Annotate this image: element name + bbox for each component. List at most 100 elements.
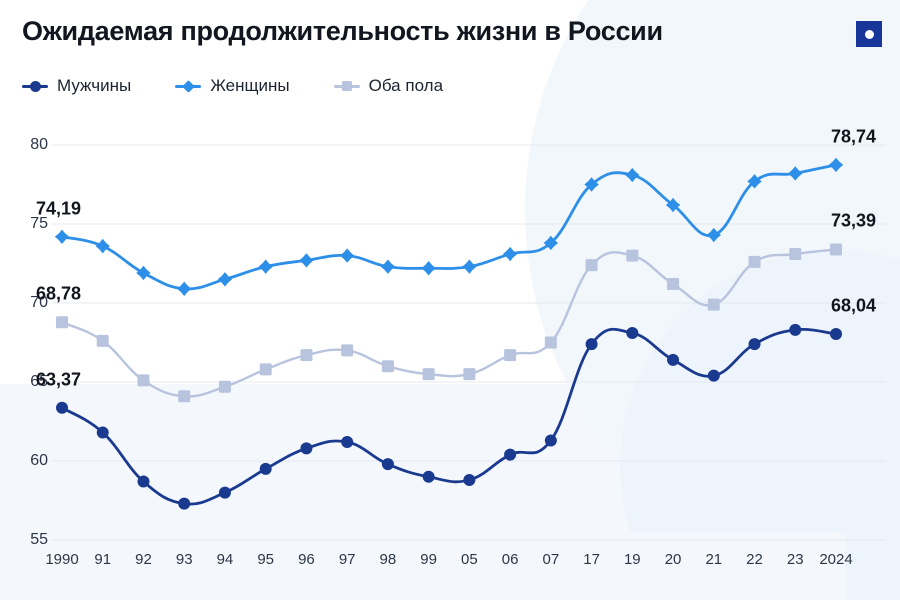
data-point[interactable]	[339, 248, 355, 263]
y-axis-tick-label: 55	[30, 531, 48, 548]
data-point[interactable]	[422, 368, 435, 381]
x-axis-tick-label: 07	[542, 551, 560, 568]
x-axis-tick-label: 97	[338, 551, 356, 568]
data-point[interactable]	[544, 336, 557, 349]
y-axis-tick-label: 65	[30, 373, 48, 390]
data-point[interactable]	[95, 238, 110, 254]
square-dot-logo-icon	[856, 21, 882, 47]
data-point[interactable]	[381, 360, 394, 373]
x-axis-tick-label: 21	[705, 551, 723, 568]
data-point[interactable]	[707, 369, 720, 382]
series-line	[60, 327, 838, 506]
legend-item-0[interactable]: Мужчины	[22, 76, 131, 96]
y-axis-tick-label: 80	[30, 136, 48, 153]
data-point[interactable]	[830, 327, 842, 340]
data-point[interactable]	[585, 259, 598, 272]
data-point[interactable]	[136, 265, 151, 281]
data-point[interactable]	[56, 401, 68, 414]
data-point[interactable]	[300, 349, 313, 362]
x-axis-tick-label: 99	[420, 551, 437, 568]
data-point[interactable]	[300, 442, 313, 455]
legend-circle-icon	[22, 79, 48, 93]
data-point[interactable]	[789, 323, 802, 336]
x-axis-tick-label: 06	[501, 551, 519, 568]
data-point[interactable]	[625, 167, 640, 183]
data-point[interactable]	[218, 380, 231, 393]
data-point[interactable]	[463, 368, 476, 381]
data-point[interactable]	[218, 486, 231, 499]
data-point[interactable]	[543, 235, 559, 251]
data-point[interactable]	[585, 338, 598, 351]
data-point[interactable]	[96, 334, 109, 347]
data-point[interactable]	[626, 249, 639, 262]
data-point[interactable]	[341, 436, 354, 449]
data-point[interactable]	[380, 259, 396, 274]
x-axis-tick-label: 20	[664, 551, 682, 568]
series-circle	[56, 323, 842, 510]
data-point[interactable]	[258, 259, 273, 274]
data-point[interactable]	[178, 390, 191, 403]
x-axis-tick-label: 2024	[819, 551, 853, 568]
data-point[interactable]	[259, 363, 272, 376]
data-point[interactable]	[667, 278, 680, 291]
legend-item-2[interactable]: Оба пола	[333, 76, 443, 96]
data-point[interactable]	[504, 349, 517, 362]
y-axis-tick-label: 60	[30, 452, 48, 469]
data-point[interactable]	[707, 298, 720, 311]
data-point[interactable]	[544, 434, 557, 447]
data-point[interactable]	[137, 475, 150, 488]
x-axis-tick-label: 91	[94, 551, 112, 568]
data-point[interactable]	[299, 253, 314, 268]
data-point[interactable]	[626, 327, 639, 340]
data-point[interactable]	[421, 261, 436, 276]
data-point[interactable]	[584, 177, 599, 192]
data-point[interactable]	[381, 458, 394, 471]
series-start-value-label: 63,37	[36, 369, 82, 390]
series-end-value-label: 78,74	[831, 126, 877, 147]
legend-item-1[interactable]: Женщины	[175, 76, 290, 96]
x-axis-tick-label: 19	[623, 551, 641, 568]
data-point[interactable]	[665, 197, 681, 213]
data-point[interactable]	[54, 229, 70, 244]
data-point[interactable]	[502, 246, 518, 262]
data-point[interactable]	[828, 157, 844, 173]
x-axis-tick-label: 23	[786, 551, 804, 568]
data-point[interactable]	[789, 248, 802, 261]
data-point[interactable]	[748, 338, 761, 351]
x-axis-tick-label: 96	[298, 551, 315, 568]
data-point[interactable]	[217, 272, 233, 287]
x-axis-tick-label: 93	[175, 551, 193, 568]
y-axis-tick-label: 70	[30, 294, 48, 311]
x-axis-tick-label: 98	[379, 551, 397, 568]
legend-square-icon	[333, 79, 360, 93]
chart-header: Ожидаемая продолжительность жизни в Росс…	[0, 0, 900, 112]
series-line	[60, 163, 838, 291]
data-point[interactable]	[56, 316, 68, 329]
series-end-value-label: 68,04	[831, 295, 877, 316]
data-point[interactable]	[748, 255, 761, 268]
logo-inner-dot	[864, 29, 874, 39]
data-point[interactable]	[96, 426, 109, 439]
x-axis-tick-label: 22	[746, 551, 763, 568]
data-point[interactable]	[259, 462, 272, 475]
data-point[interactable]	[463, 473, 476, 486]
data-point[interactable]	[178, 497, 191, 510]
data-point[interactable]	[830, 243, 842, 256]
data-point[interactable]	[341, 344, 354, 357]
data-point[interactable]	[788, 166, 803, 181]
data-point[interactable]	[667, 353, 680, 366]
data-point[interactable]	[706, 227, 721, 243]
data-point[interactable]	[504, 448, 517, 461]
data-point[interactable]	[137, 374, 150, 387]
data-point[interactable]	[177, 281, 192, 296]
data-point[interactable]	[747, 174, 762, 189]
series-end-value-label: 73,39	[831, 210, 877, 231]
series-start-value-label: 74,19	[36, 198, 82, 219]
data-point[interactable]	[422, 470, 435, 483]
y-axis-tick-label: 75	[30, 215, 48, 232]
data-point[interactable]	[462, 259, 477, 274]
legend-diamond-icon	[175, 79, 202, 93]
